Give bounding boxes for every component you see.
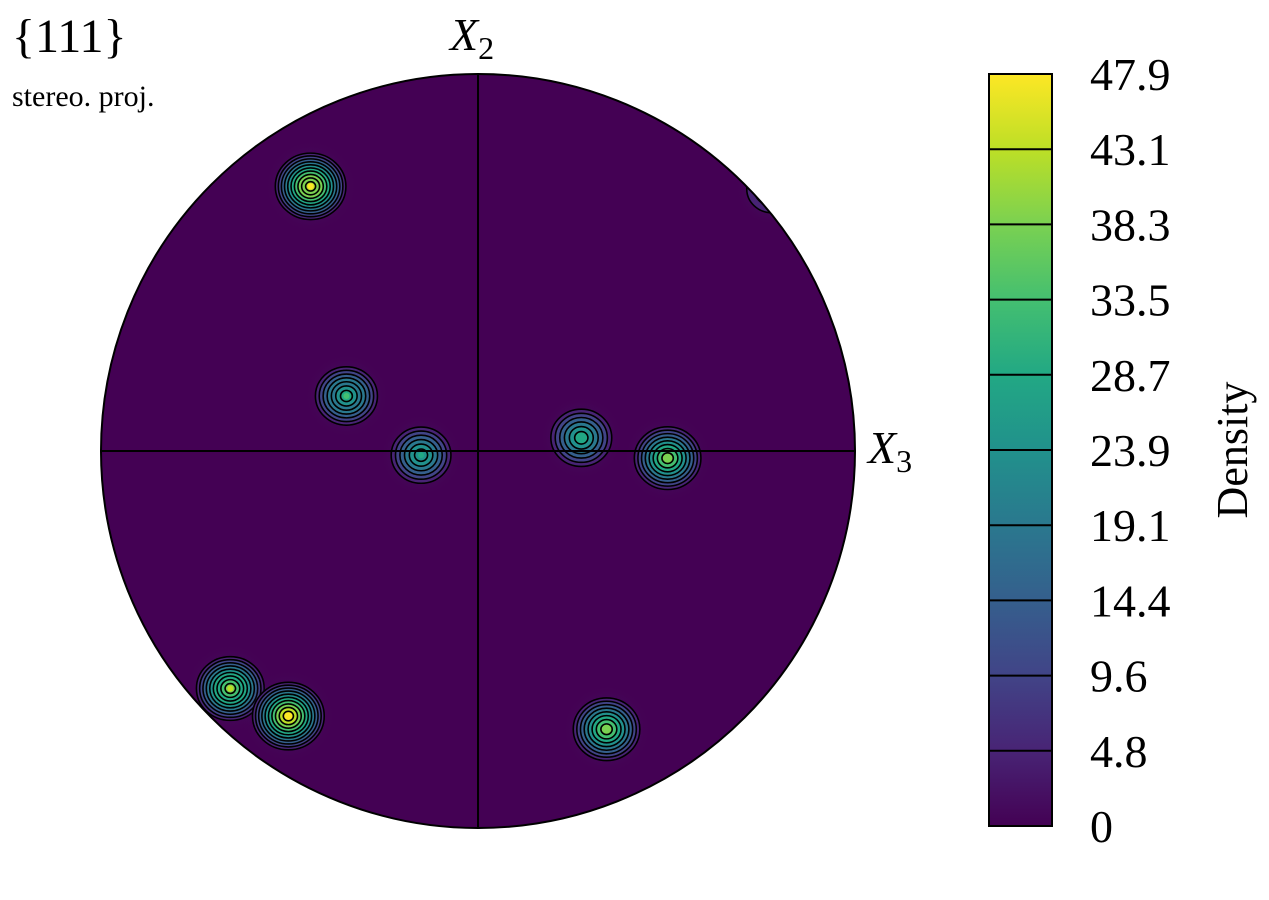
pole [622, 413, 713, 503]
pole [264, 139, 358, 233]
colorbar-tick-labels: 0 4.8 9.6 14.4 19.1 23.9 28.7 33.5 38.3 43.1 47.9 [1090, 49, 1171, 852]
pole [379, 413, 463, 497]
pole-peak [227, 685, 234, 692]
pole-peak [343, 392, 350, 399]
axis-label-x3-base: X [866, 422, 898, 473]
colorbar-tick-label: 38.3 [1090, 199, 1171, 250]
pole-contour [761, 178, 783, 200]
pole [561, 684, 652, 774]
colorbar-tick-label: 19.1 [1090, 500, 1171, 551]
colorbar-tick-label: 28.7 [1090, 350, 1171, 401]
axis-label-x2: X2 [448, 9, 494, 66]
axis-label-x3: X3 [866, 422, 912, 479]
pole [304, 353, 389, 439]
pole-peak [307, 183, 314, 190]
pole [241, 668, 336, 764]
pole [539, 395, 624, 480]
colorbar-tick-label: 9.6 [1090, 651, 1148, 702]
pole-contour [745, 164, 799, 214]
colorbar-label: Density [1208, 382, 1257, 519]
projection-label: stereo. proj. [12, 80, 154, 113]
colorbar-frame [988, 73, 1053, 827]
colorbar-tick-label: 47.9 [1090, 49, 1171, 100]
pole-peak [418, 452, 425, 459]
colorbar-tick-label: 0 [1090, 801, 1113, 852]
colorbar-tick-label: 14.4 [1090, 575, 1171, 626]
colorbar: 04.89.614.419.123.928.733.538.343.147.9 … [988, 49, 1257, 852]
colorbar-tick-label: 33.5 [1090, 275, 1171, 326]
colorbar-tick-label: 23.9 [1090, 425, 1171, 476]
axis-label-x3-subscript: 3 [896, 443, 912, 479]
pole-peak [769, 185, 776, 192]
plane-family-label: {111} [12, 10, 127, 63]
pole-peak [603, 726, 610, 733]
pole-peak [664, 455, 671, 462]
disk-outline [100, 73, 856, 829]
colorbar-tick-label: 43.1 [1090, 124, 1171, 175]
pole-peak [578, 434, 585, 441]
axis-label-x2-base: X [448, 9, 480, 60]
pole-peak [285, 713, 292, 720]
colorbar-level-lines [989, 148, 1052, 752]
axis-label-x2-subscript: 2 [478, 30, 494, 66]
projection-disk [100, 73, 856, 829]
colorbar-tick-label: 4.8 [1090, 726, 1148, 777]
